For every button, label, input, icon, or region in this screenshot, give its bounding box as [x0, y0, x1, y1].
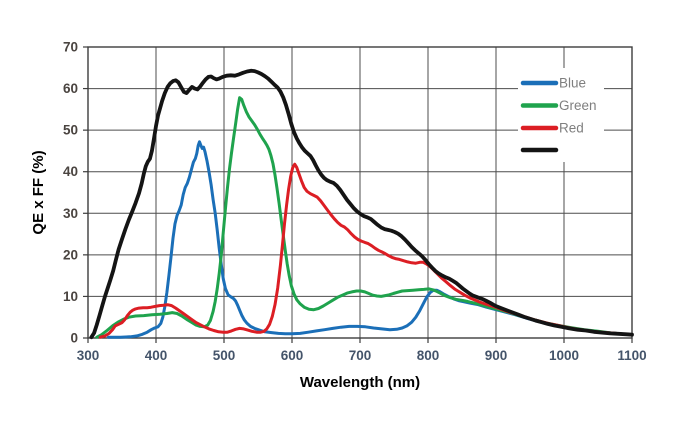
x-tick-label-1100: 1100 — [617, 348, 646, 363]
y-tick-label-50: 50 — [63, 123, 78, 138]
series-line-red — [98, 162, 634, 339]
legend-item-blue: Blue — [520, 76, 586, 91]
x-tick-label-300: 300 — [77, 348, 100, 363]
x-tick-label-800: 800 — [417, 348, 440, 363]
y-tick-label-0: 0 — [70, 331, 78, 346]
y-axis-title: QE x FF (%) — [30, 150, 47, 234]
plot-border — [87, 46, 633, 339]
x-tick-label-400: 400 — [145, 348, 168, 363]
x-tick-label-600: 600 — [281, 348, 304, 363]
axis-label-layer: Wavelength (nm) QE x FF (%) — [30, 150, 420, 391]
series-line-mono — [89, 68, 634, 340]
y-tick-label-10: 10 — [63, 289, 78, 304]
legend-label-green: Green — [559, 98, 597, 113]
legend-label-red: Red — [559, 121, 584, 136]
x-tick-label-700: 700 — [349, 348, 372, 363]
legend: Blue Green Red — [518, 68, 604, 162]
x-tick-label-500: 500 — [213, 348, 236, 363]
x-tick-label-900: 900 — [485, 348, 508, 363]
legend-item-green: Green — [520, 98, 597, 113]
series-line-blue — [106, 140, 634, 339]
legend-label-blue: Blue — [559, 76, 586, 91]
y-tick-label-70: 70 — [63, 40, 78, 55]
y-tick-label-60: 60 — [63, 81, 78, 96]
y-tick-label-20: 20 — [63, 247, 78, 262]
x-tick-label-1000: 1000 — [549, 348, 579, 363]
y-tick-label-40: 40 — [63, 164, 78, 179]
y-tick-label-30: 30 — [63, 206, 78, 221]
legend-item-red: Red — [520, 121, 584, 136]
x-axis-title: Wavelength (nm) — [300, 374, 420, 391]
series-layer — [89, 68, 634, 340]
